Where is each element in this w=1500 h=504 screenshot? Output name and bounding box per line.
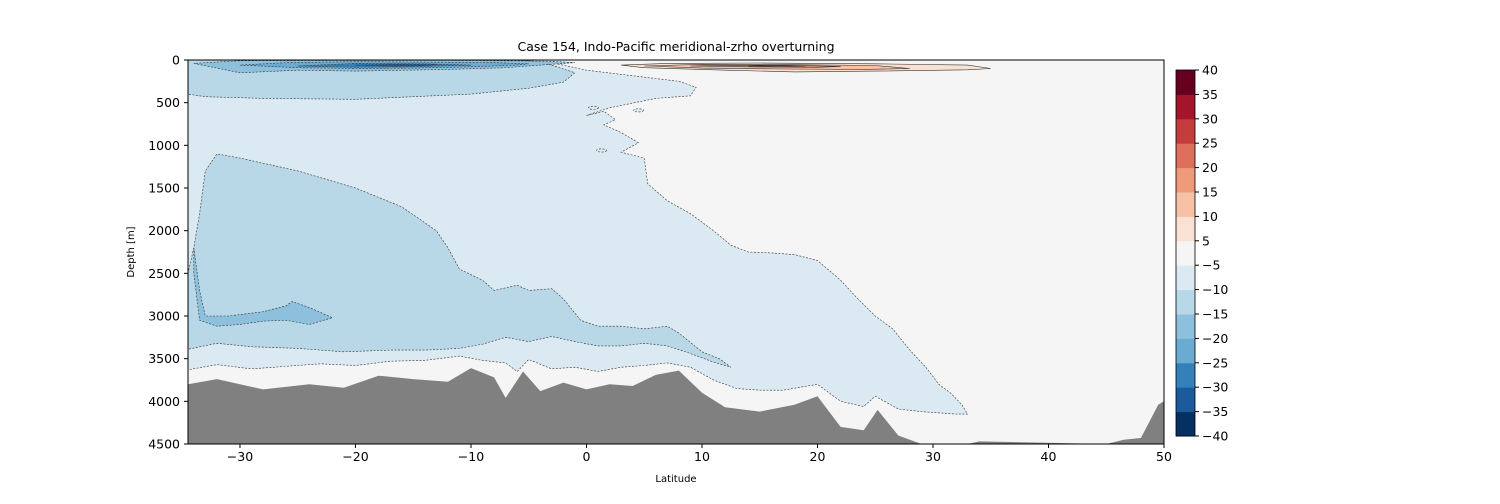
colorbar-segment — [1176, 240, 1195, 266]
x-tick-label: 20 — [810, 449, 826, 464]
x-tick-label: 0 — [583, 449, 591, 464]
y-tick-label: 1500 — [148, 181, 180, 196]
contour-island-0 — [588, 105, 599, 110]
colorbar-tick-label: −25 — [1202, 355, 1228, 370]
bathymetry-land — [188, 368, 1164, 444]
colorbar-segment — [1176, 70, 1195, 95]
colorbar-tick-label: 20 — [1202, 160, 1218, 175]
colorbar-segment — [1176, 118, 1195, 144]
contour-island-2 — [596, 148, 607, 153]
colorbar-tick-label: −10 — [1202, 282, 1228, 297]
y-tick-label: 2500 — [148, 266, 180, 281]
colorbar-tick-label: −15 — [1202, 307, 1228, 322]
colorbar-tick-label: 15 — [1202, 185, 1218, 200]
contour-band-neg15-deep — [193, 247, 334, 327]
chart-title: Case 154, Indo-Pacific meridional-zrho o… — [518, 39, 835, 54]
x-axis: −30 −20 −10 0 10 20 30 40 50 — [227, 444, 1172, 464]
contour-band-neg30 — [355, 63, 437, 67]
colorbar-segment — [1176, 314, 1195, 339]
x-tick-label: 40 — [1041, 449, 1057, 464]
contour-island-1 — [633, 108, 644, 113]
plot-frame — [187, 59, 1165, 445]
colorbar-segment — [1176, 94, 1195, 120]
colorbar-tick-label: 10 — [1202, 209, 1218, 224]
y-tick-label: 2000 — [148, 223, 180, 238]
colorbar-tick-label: −20 — [1202, 331, 1228, 346]
y-tick-label: 1000 — [148, 138, 180, 153]
y-tick-label: 3500 — [148, 351, 180, 366]
colorbar-segment — [1176, 167, 1195, 193]
colorbar-segment — [1176, 143, 1195, 169]
colorbar-segment — [1176, 192, 1195, 217]
colorbar-tick-label: 25 — [1202, 136, 1218, 151]
colorbar-tick-label: −35 — [1202, 404, 1228, 419]
x-axis-label: Latitude — [655, 474, 696, 485]
colorbar-segment — [1176, 265, 1195, 291]
colorbar-tick-label: 40 — [1202, 63, 1218, 78]
colorbar-segment — [1176, 362, 1195, 388]
colorbar: 40 35 30 25 20 15 10 5 −5 −10 −15 −20 −25 −30 −35 −40 — [1175, 63, 1228, 444]
x-tick-label: −20 — [342, 449, 368, 464]
colorbar-frame — [1175, 69, 1196, 437]
x-tick-label: 30 — [925, 449, 941, 464]
x-tick-label: 50 — [1156, 449, 1172, 464]
colorbar-tick-label: 35 — [1202, 87, 1218, 102]
y-tick-label: 500 — [156, 95, 180, 110]
colorbar-segment — [1176, 338, 1195, 364]
colorbar-tick-label: −30 — [1202, 380, 1228, 395]
contour-band-pos20 — [748, 65, 806, 67]
colorbar-segment — [1176, 216, 1195, 242]
y-tick-label: 4500 — [148, 437, 180, 452]
colorbar-segment — [1176, 289, 1195, 315]
plot-area — [188, 60, 1164, 444]
colorbar-tick-label: −40 — [1202, 429, 1228, 444]
y-tick-label: 4000 — [148, 394, 180, 409]
y-tick-label: 0 — [172, 53, 180, 68]
colorbar-tick-label: −5 — [1202, 258, 1220, 273]
colorbar-tick-label: 5 — [1202, 233, 1210, 248]
x-tick-label: −10 — [458, 449, 484, 464]
y-tick-label: 3000 — [148, 309, 180, 324]
colorbar-segment — [1176, 387, 1195, 413]
y-axis-label: Depth [m] — [126, 226, 137, 277]
x-tick-label: −30 — [227, 449, 253, 464]
colorbar-segment — [1176, 411, 1195, 437]
x-tick-label: 10 — [694, 449, 710, 464]
colorbar-tick-label: 30 — [1202, 111, 1218, 126]
y-axis: 0 500 1000 1500 2000 2500 3000 3500 4000 4500 — [148, 53, 188, 452]
